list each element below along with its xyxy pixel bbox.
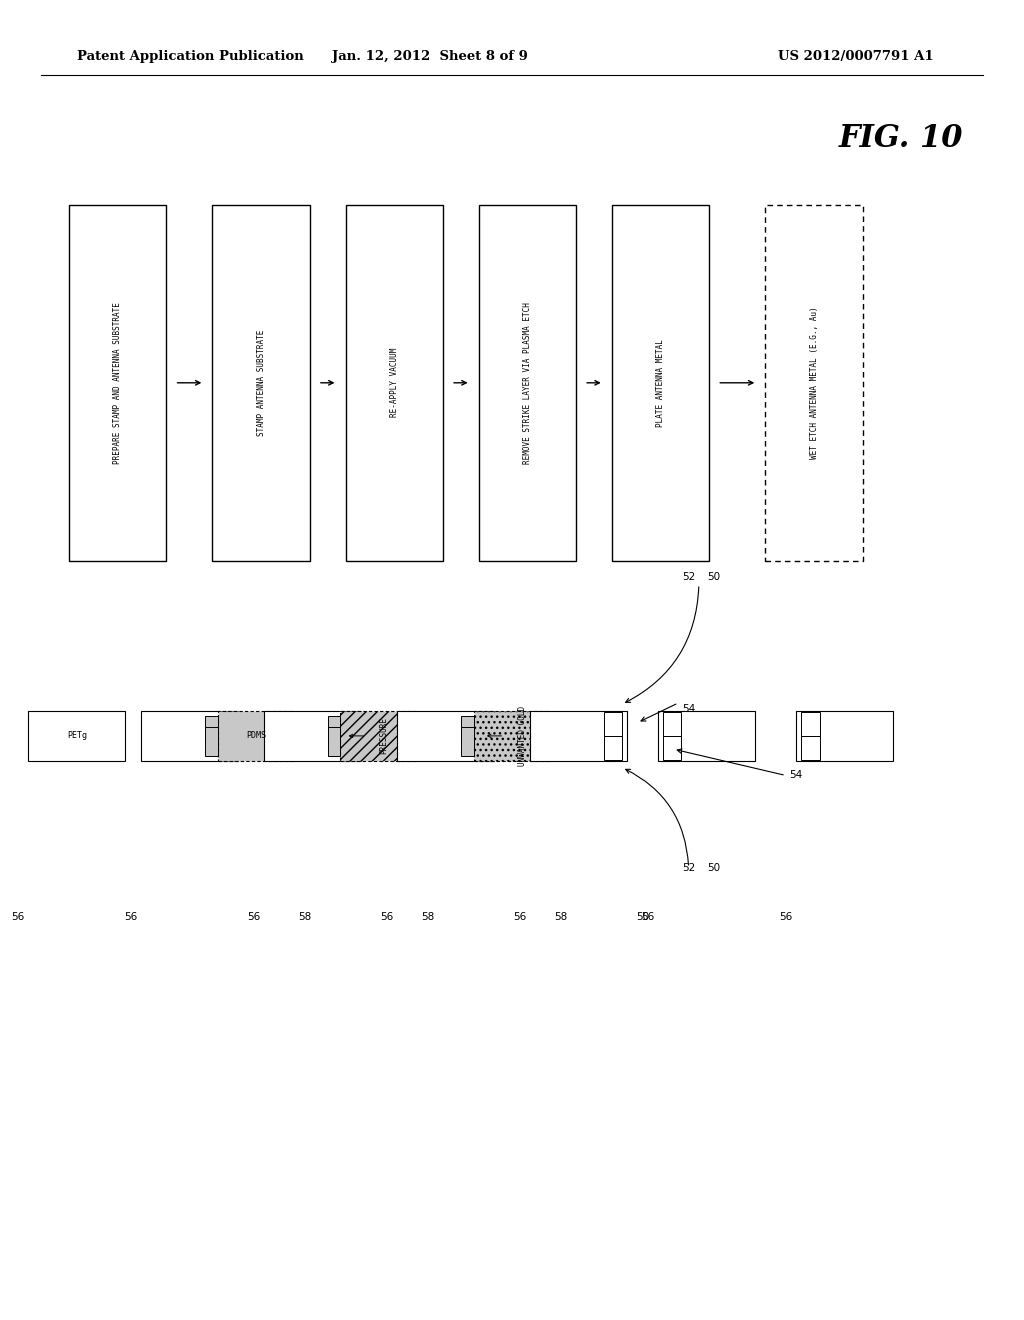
- Text: 56: 56: [124, 912, 137, 923]
- Bar: [340, 710, 418, 760]
- Text: PLATE ANTENNA METAL: PLATE ANTENNA METAL: [656, 339, 665, 426]
- Text: 56: 56: [513, 912, 526, 923]
- Bar: [801, 713, 819, 737]
- Bar: [603, 713, 622, 737]
- Text: 50: 50: [708, 573, 721, 582]
- Text: FIG. 10: FIG. 10: [839, 123, 964, 154]
- Bar: [28, 710, 125, 760]
- Bar: [346, 205, 442, 561]
- Text: 56: 56: [641, 912, 654, 923]
- Text: REMOVE STRIKE LAYER VIA PLASMA ETCH: REMOVE STRIKE LAYER VIA PLASMA ETCH: [523, 302, 531, 463]
- Text: 56: 56: [11, 912, 25, 923]
- Bar: [473, 710, 551, 760]
- Bar: [205, 726, 217, 755]
- Bar: [397, 710, 495, 760]
- Bar: [205, 715, 217, 744]
- Text: 56: 56: [779, 912, 793, 923]
- Text: 52: 52: [682, 863, 695, 873]
- Text: 52: 52: [682, 573, 695, 582]
- Bar: [530, 710, 627, 760]
- Text: 58: 58: [298, 912, 311, 923]
- Text: RE-APPLY VACUUM: RE-APPLY VACUUM: [390, 348, 398, 417]
- Text: 50: 50: [636, 912, 649, 923]
- Bar: [664, 737, 682, 759]
- Bar: [213, 205, 309, 561]
- Text: 56: 56: [247, 912, 260, 923]
- Bar: [461, 726, 473, 755]
- Bar: [264, 710, 361, 760]
- Text: 58: 58: [421, 912, 434, 923]
- Bar: [603, 737, 622, 759]
- Bar: [141, 710, 238, 760]
- Text: STAMP ANTENNA SUBSTRATE: STAMP ANTENNA SUBSTRATE: [257, 330, 265, 436]
- Text: US 2012/0007791 A1: US 2012/0007791 A1: [778, 50, 934, 63]
- Text: 54: 54: [682, 705, 695, 714]
- Bar: [461, 715, 473, 744]
- Text: UNWANTED GOLD: UNWANTED GOLD: [518, 706, 526, 766]
- Text: PDMS: PDMS: [246, 731, 266, 741]
- Bar: [664, 713, 682, 737]
- Text: 56: 56: [380, 912, 393, 923]
- Text: 58: 58: [554, 912, 567, 923]
- Bar: [657, 710, 755, 760]
- Bar: [217, 710, 295, 760]
- Bar: [612, 205, 709, 561]
- Text: PREPARE STAMP AND ANTENNA SUBSTRATE: PREPARE STAMP AND ANTENNA SUBSTRATE: [114, 302, 122, 463]
- Text: Patent Application Publication: Patent Application Publication: [77, 50, 303, 63]
- Bar: [328, 726, 340, 755]
- Bar: [479, 205, 575, 561]
- Bar: [328, 715, 340, 744]
- Text: PRESSURE: PRESSURE: [380, 717, 388, 755]
- Bar: [70, 205, 166, 561]
- Text: 54: 54: [790, 771, 803, 780]
- Text: WET ETCH ANTENNA METAL (E.G., Au): WET ETCH ANTENNA METAL (E.G., Au): [810, 306, 818, 459]
- Text: Jan. 12, 2012  Sheet 8 of 9: Jan. 12, 2012 Sheet 8 of 9: [332, 50, 528, 63]
- Bar: [766, 205, 862, 561]
- Text: PETg: PETg: [67, 731, 87, 741]
- Text: 50: 50: [708, 863, 721, 873]
- Bar: [801, 737, 819, 759]
- Bar: [797, 710, 893, 760]
